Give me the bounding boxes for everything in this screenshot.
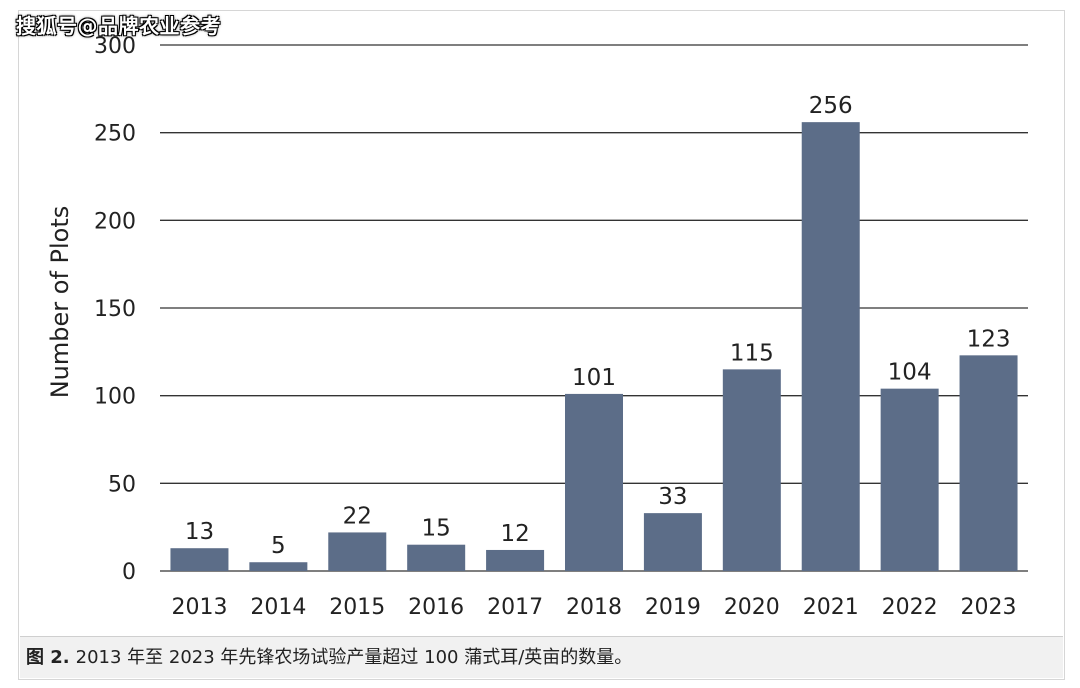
data-label-2021: 256: [809, 93, 853, 119]
bar-2016: [407, 544, 466, 571]
y-tick-label-300: 300: [94, 34, 136, 59]
y-tick-label-100: 100: [94, 385, 136, 410]
x-tick-label-2018: 2018: [566, 595, 622, 620]
x-tick-label-2019: 2019: [645, 595, 701, 620]
bar-2022: [880, 388, 939, 571]
data-label-2019: 33: [658, 484, 687, 510]
bar-2018: [565, 393, 623, 571]
data-label-2014: 5: [271, 533, 286, 559]
y-tick-label-200: 200: [94, 209, 136, 234]
bar-2023: [959, 355, 1018, 571]
y-tick-labels: 0 50 100 150 200 250 300: [94, 34, 136, 585]
bar-2013: [170, 548, 229, 571]
x-tick-label-2015: 2015: [329, 595, 385, 620]
x-tick-label-2017: 2017: [487, 595, 543, 620]
x-tick-label-2021: 2021: [803, 595, 859, 620]
data-label-2015: 22: [343, 503, 372, 529]
watermark: 搜狐号@品牌农业参考: [16, 14, 221, 38]
bars: [170, 122, 1018, 571]
y-axis-title: Number of Plots: [46, 206, 74, 399]
x-tick-label-2014: 2014: [250, 595, 306, 620]
y-tick-label-150: 150: [94, 297, 136, 322]
data-label-2016: 15: [422, 516, 451, 542]
x-tick-label-2016: 2016: [408, 595, 464, 620]
data-label-2017: 12: [500, 521, 529, 547]
x-tick-label-2013: 2013: [171, 595, 227, 620]
bar-2020: [722, 369, 781, 571]
x-tick-label-2020: 2020: [724, 595, 780, 620]
x-tick-labels: 2013 2014 2015 2016 2017 2018 2019 2020 2021 2022…: [171, 595, 1016, 620]
data-label-2018: 101: [572, 365, 616, 391]
figure-caption: 图 2. 2013 年至 2023 年先锋农场试验产量超过 100 蒲式耳/英亩的…: [20, 636, 1063, 678]
bar-2019: [643, 513, 702, 571]
caption-label: 图 2.: [26, 647, 70, 668]
x-tick-label-2023: 2023: [961, 595, 1017, 620]
y-tick-label-250: 250: [94, 122, 136, 147]
bar-2021: [801, 122, 860, 571]
y-tick-label-0: 0: [122, 560, 136, 585]
data-label-2023: 123: [967, 326, 1011, 352]
data-labels: 13 5 22 15 12 101 33 115 256 104 123: [185, 93, 1011, 559]
bar-2015: [328, 532, 387, 571]
bar-2017: [486, 549, 545, 571]
x-tick-label-2022: 2022: [882, 595, 938, 620]
y-tick-label-50: 50: [108, 472, 136, 497]
caption-text: 2013 年至 2023 年先锋农场试验产量超过 100 蒲式耳/英亩的数量。: [75, 647, 633, 668]
data-label-2022: 104: [888, 360, 932, 386]
data-label-2020: 115: [730, 340, 774, 366]
data-label-2013: 13: [185, 519, 214, 545]
bar-2014: [249, 562, 308, 571]
